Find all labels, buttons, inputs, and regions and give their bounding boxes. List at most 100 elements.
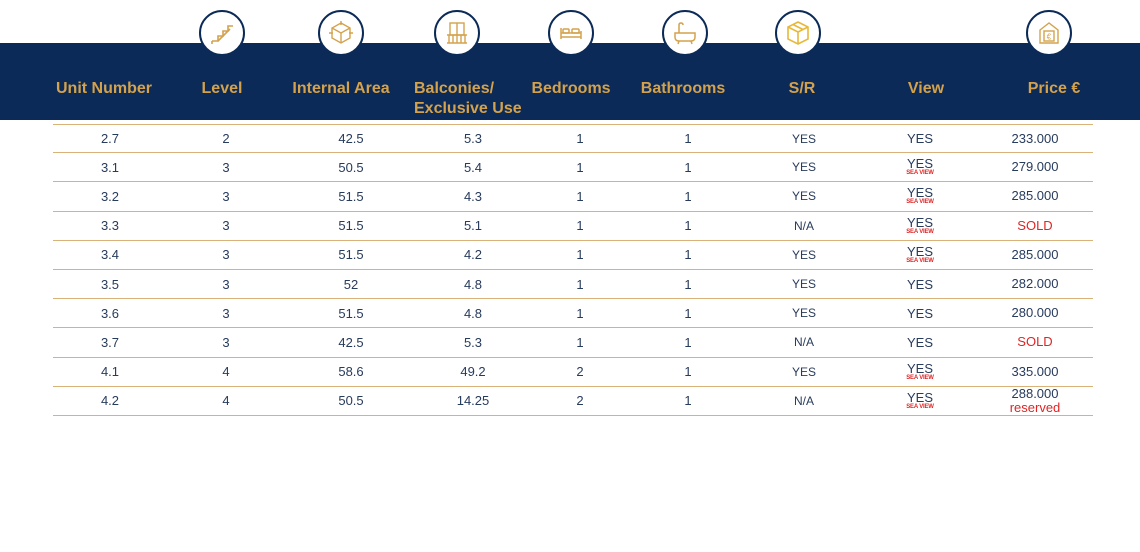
cell-level: 4 [222,364,230,380]
cell-area: 51.5 [338,188,364,204]
view-value: YES [906,276,933,292]
table-row: 3.2 3 51.5 4.3 1 1 YES YES SEA VIEW 285.… [53,182,1093,212]
cell-area: 42.5 [338,334,364,350]
table-row: 3.3 3 51.5 5.1 1 1 N/A YES SEA VIEW SOLD [53,212,1093,241]
cell-unit: 3.5 [100,276,120,292]
view-value: YES [906,214,933,230]
units-table: 2.7 2 42.5 5.3 1 1 YES YES 233.000 3.1 3… [53,124,1093,416]
price-value: 288.000 [1011,385,1059,401]
cell-unit: 3.1 [100,159,120,175]
cell-area: 42.5 [338,131,364,147]
cell-price: 279.000 [995,153,1075,181]
area-cube-icon [318,10,364,56]
cell-area: 52 [343,276,359,292]
cell-bedrooms: 1 [576,305,584,321]
cell-area: 51.5 [338,305,364,321]
cell-bedrooms: 1 [576,276,584,292]
cell-price: SOLD [995,212,1075,240]
cell-view: YES SEA VIEW [890,182,950,210]
view-note: SEA VIEW [906,257,934,264]
cell-unit: 3.7 [100,334,120,350]
header-internal-area: Internal Area [292,80,390,97]
cell-view: YES SEA VIEW [890,212,950,240]
price-note: reserved [1009,399,1061,415]
cell-bathrooms: 1 [684,188,692,204]
cell-view: YES [890,125,950,152]
cell-balcony: 4.3 [463,188,483,204]
cell-balcony: 5.4 [463,159,483,175]
price-value: 285.000 [1011,246,1059,262]
cell-bathrooms: 1 [684,305,692,321]
balcony-icon [434,10,480,56]
cell-balcony: 4.8 [463,276,483,292]
view-value: YES [906,156,933,172]
price-value: 279.000 [1011,159,1059,175]
bathtub-icon [662,10,708,56]
cell-balcony: 5.1 [463,218,483,234]
view-note: SEA VIEW [906,199,934,206]
cell-price: 285.000 [995,182,1075,210]
table-row: 4.2 4 50.5 14.25 2 1 N/A YES SEA VIEW 28… [53,385,1093,416]
cell-bathrooms: 1 [684,218,692,234]
cell-sr: YES [791,189,816,204]
cell-bathrooms: 1 [684,247,692,263]
cell-sr: N/A [793,218,814,233]
cell-unit: 3.2 [100,188,120,204]
header-price: Price € [1027,80,1081,97]
cell-unit: 4.1 [100,364,120,380]
table-row: 3.4 3 51.5 4.2 1 1 YES YES SEA VIEW 285.… [53,241,1093,270]
header-balconies: Balconies/ Exclusive Use [414,79,530,119]
svg-text:€: € [1047,33,1052,42]
view-note: SEA VIEW [906,374,934,381]
table-row: 2.7 2 42.5 5.3 1 1 YES YES 233.000 [53,124,1093,154]
cell-balcony: 4.8 [463,305,483,321]
cell-bedrooms: 1 [576,334,584,350]
cell-bathrooms: 1 [684,159,692,175]
cell-level: 3 [222,305,230,321]
cell-unit: 2.7 [100,131,120,147]
cell-unit: 3.6 [100,305,120,321]
cell-area: 50.5 [338,393,364,409]
header-sr: S/R [788,80,816,97]
price-house-icon: € [1026,10,1072,56]
cell-price: 280.000 [995,299,1075,327]
cell-level: 3 [222,334,230,350]
cell-price: 335.000 [995,358,1075,386]
cell-sr: YES [791,364,816,379]
cell-level: 3 [222,218,230,234]
stairs-icon [199,10,245,56]
cell-sr: YES [791,131,816,146]
cell-area: 50.5 [338,159,364,175]
cell-price: 285.000 [995,241,1075,269]
cell-price: 282.000 [995,270,1075,298]
cell-bedrooms: 2 [576,393,584,409]
cell-price: SOLD [995,328,1075,356]
cell-sr: N/A [793,335,814,350]
cell-balcony: 4.2 [463,247,483,263]
cell-balcony: 49.2 [460,364,486,380]
cell-bathrooms: 1 [684,276,692,292]
header-balconies-line1: Balconies/ [414,80,495,97]
cell-balcony: 5.3 [463,334,483,350]
bed-icon [548,10,594,56]
cell-view: YES SEA VIEW [890,358,950,386]
cell-level: 4 [222,393,230,409]
price-value: SOLD [1017,334,1053,350]
cell-balcony: 5.3 [463,131,483,147]
price-value: 280.000 [1011,305,1059,321]
cell-area: 58.6 [338,364,364,380]
cell-sr: YES [791,277,816,292]
price-value: SOLD [1017,217,1053,233]
cell-view: YES SEA VIEW [890,153,950,181]
cell-sr: YES [791,247,816,262]
cell-unit: 3.4 [100,247,120,263]
cell-level: 3 [222,188,230,204]
cell-bedrooms: 1 [576,188,584,204]
view-value: YES [906,185,933,201]
price-value: 282.000 [1011,276,1059,292]
cell-level: 3 [222,276,230,292]
cell-bathrooms: 1 [684,364,692,380]
cell-bedrooms: 2 [576,364,584,380]
cell-bedrooms: 1 [576,247,584,263]
table-row: 3.6 3 51.5 4.8 1 1 YES YES 280.000 [53,299,1093,329]
